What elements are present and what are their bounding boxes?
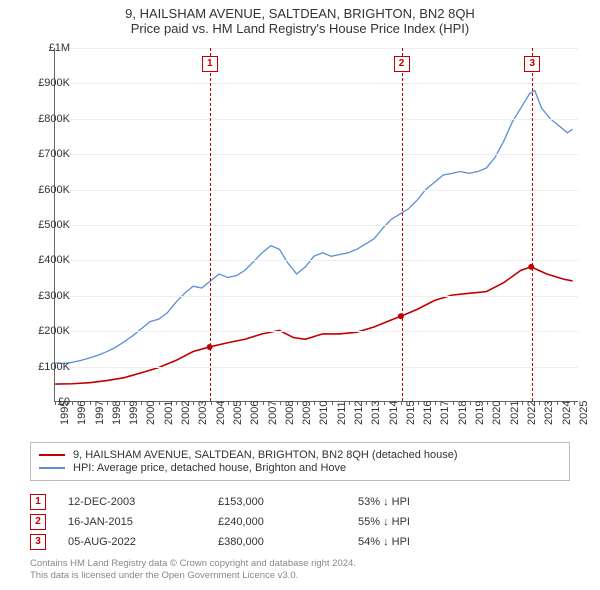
table-diff: 55% ↓ HPI: [358, 516, 570, 528]
y-tick-label: £500K: [24, 219, 70, 231]
x-tick-label: 2000: [145, 401, 157, 425]
x-tick-label: 2002: [180, 401, 192, 425]
x-tick-label: 2025: [578, 401, 590, 425]
y-tick-label: £300K: [24, 290, 70, 302]
legend-swatch: [39, 454, 65, 456]
legend-row: HPI: Average price, detached house, Brig…: [39, 462, 561, 474]
y-tick-label: £200K: [24, 325, 70, 337]
table-price: £153,000: [218, 496, 358, 508]
x-tick-label: 2017: [439, 401, 451, 425]
credit-line: This data is licensed under the Open Gov…: [30, 570, 570, 582]
title-address: 9, HAILSHAM AVENUE, SALTDEAN, BRIGHTON, …: [0, 6, 600, 21]
x-tick-label: 1996: [76, 401, 88, 425]
x-tick-label: 2003: [197, 401, 209, 425]
x-tick-label: 2001: [163, 401, 175, 425]
x-tick-label: 2022: [526, 401, 538, 425]
legend-swatch: [39, 467, 65, 469]
table-date: 12-DEC-2003: [68, 496, 218, 508]
table-marker: 1: [30, 494, 46, 510]
table-row: 2 16-JAN-2015£240,00055% ↓ HPI: [30, 514, 570, 530]
table-row: 1 12-DEC-2003£153,00053% ↓ HPI: [30, 494, 570, 510]
legend-box: 9, HAILSHAM AVENUE, SALTDEAN, BRIGHTON, …: [30, 442, 570, 481]
table-marker: 3: [30, 534, 46, 550]
legend-label: HPI: Average price, detached house, Brig…: [73, 462, 346, 474]
x-tick-label: 1999: [128, 401, 140, 425]
legend-row: 9, HAILSHAM AVENUE, SALTDEAN, BRIGHTON, …: [39, 449, 561, 461]
x-tick-label: 2019: [474, 401, 486, 425]
sale-marker-box: 2: [394, 56, 410, 72]
y-tick-label: £900K: [24, 77, 70, 89]
x-tick-label: 1997: [94, 401, 106, 425]
y-tick-label: £100K: [24, 361, 70, 373]
table-diff: 53% ↓ HPI: [358, 496, 570, 508]
table-diff: 54% ↓ HPI: [358, 536, 570, 548]
x-tick-label: 2006: [249, 401, 261, 425]
table-marker: 2: [30, 514, 46, 530]
sale-marker-box: 1: [202, 56, 218, 72]
x-tick-label: 2004: [215, 401, 227, 425]
x-tick-label: 2014: [388, 401, 400, 425]
table-date: 16-JAN-2015: [68, 516, 218, 528]
table-price: £240,000: [218, 516, 358, 528]
y-tick-label: £600K: [24, 184, 70, 196]
y-tick-label: £400K: [24, 254, 70, 266]
x-tick-label: 2021: [509, 401, 521, 425]
y-tick-label: £700K: [24, 148, 70, 160]
x-tick-label: 2009: [301, 401, 313, 425]
table-price: £380,000: [218, 536, 358, 548]
table-row: 3 05-AUG-2022£380,00054% ↓ HPI: [30, 534, 570, 550]
table-date: 05-AUG-2022: [68, 536, 218, 548]
sale-marker-line: [532, 48, 533, 401]
sale-marker-box: 3: [524, 56, 540, 72]
chart-plot-area: 1995199619971998199920002001200220032004…: [54, 48, 578, 402]
x-tick-label: 2013: [370, 401, 382, 425]
x-tick-label: 2020: [491, 401, 503, 425]
x-tick-label: 2010: [318, 401, 330, 425]
x-tick-label: 2015: [405, 401, 417, 425]
sale-marker-line: [402, 48, 403, 401]
y-tick-label: £0: [24, 396, 70, 408]
sales-table: 1 12-DEC-2003£153,00053% ↓ HPI 2 16-JAN-201…: [30, 490, 570, 554]
x-tick-label: 2007: [267, 401, 279, 425]
x-tick-label: 1998: [111, 401, 123, 425]
x-tick-label: 2008: [284, 401, 296, 425]
series-line-hpi: [55, 90, 572, 363]
chart-container: 9, HAILSHAM AVENUE, SALTDEAN, BRIGHTON, …: [0, 0, 600, 590]
title-block: 9, HAILSHAM AVENUE, SALTDEAN, BRIGHTON, …: [0, 0, 600, 38]
legend-label: 9, HAILSHAM AVENUE, SALTDEAN, BRIGHTON, …: [73, 449, 458, 461]
title-subtitle: Price paid vs. HM Land Registry's House …: [0, 21, 600, 36]
y-tick-label: £800K: [24, 113, 70, 125]
sale-marker-line: [210, 48, 211, 401]
x-tick-label: 2024: [561, 401, 573, 425]
y-tick-label: £1M: [24, 42, 70, 54]
credit-line: Contains HM Land Registry data © Crown c…: [30, 558, 570, 570]
x-tick-label: 2011: [336, 401, 348, 425]
x-tick-label: 2023: [543, 401, 555, 425]
x-tick-label: 2005: [232, 401, 244, 425]
x-tick-label: 2016: [422, 401, 434, 425]
x-tick-label: 2018: [457, 401, 469, 425]
credit-text: Contains HM Land Registry data © Crown c…: [30, 558, 570, 582]
x-tick-label: 2012: [353, 401, 365, 425]
